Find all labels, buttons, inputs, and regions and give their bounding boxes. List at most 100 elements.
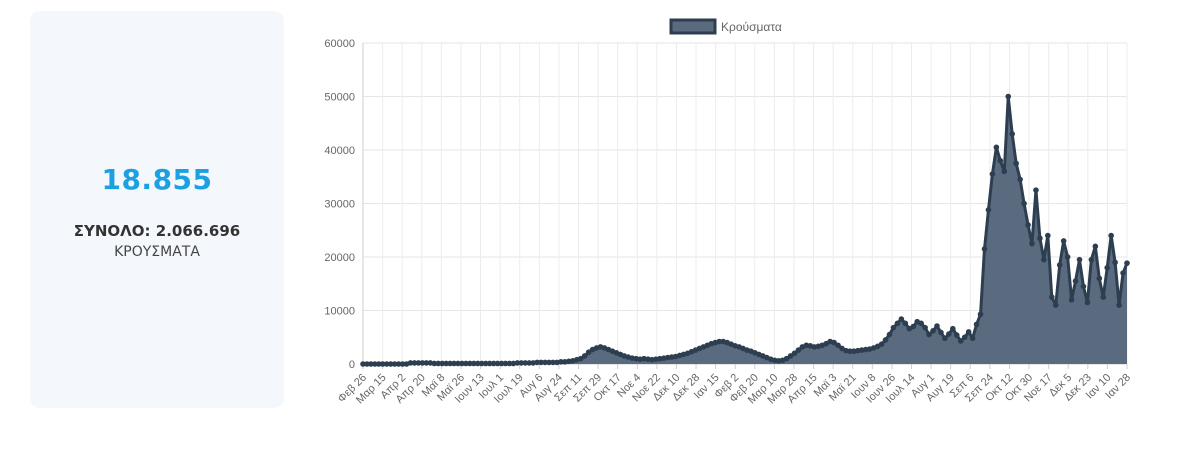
data-point bbox=[368, 361, 374, 367]
data-point bbox=[407, 360, 414, 366]
data-point bbox=[985, 207, 992, 213]
data-point bbox=[886, 331, 893, 338]
data-point bbox=[435, 360, 442, 367]
data-point bbox=[950, 325, 956, 332]
data-point bbox=[1005, 93, 1012, 100]
data-point bbox=[942, 335, 948, 342]
data-point bbox=[835, 342, 841, 349]
y-tick-label: 40000 bbox=[324, 145, 355, 157]
data-point bbox=[1033, 187, 1039, 193]
data-point bbox=[1120, 270, 1126, 276]
data-point bbox=[993, 144, 1000, 151]
data-point bbox=[455, 360, 461, 367]
data-point bbox=[1064, 254, 1071, 260]
data-point bbox=[502, 360, 509, 367]
data-point bbox=[1001, 168, 1008, 175]
data-point bbox=[1092, 243, 1099, 250]
data-point bbox=[443, 360, 449, 367]
data-point bbox=[1108, 232, 1114, 239]
data-point bbox=[490, 360, 497, 367]
data-point bbox=[1112, 259, 1118, 266]
data-point bbox=[387, 361, 394, 367]
data-point bbox=[1029, 240, 1035, 247]
data-point bbox=[379, 361, 386, 367]
data-point bbox=[558, 359, 564, 365]
data-point bbox=[973, 321, 980, 328]
data-point bbox=[372, 361, 378, 367]
data-point bbox=[577, 355, 584, 362]
data-point bbox=[716, 338, 723, 345]
data-point bbox=[981, 246, 988, 252]
new-cases-number: 18.855 bbox=[101, 163, 213, 196]
data-point bbox=[463, 360, 469, 367]
data-point bbox=[922, 324, 928, 331]
data-point bbox=[518, 360, 525, 366]
data-point bbox=[514, 360, 521, 366]
data-point bbox=[581, 353, 588, 359]
data-point bbox=[1017, 176, 1023, 183]
data-point bbox=[383, 361, 390, 367]
data-point bbox=[399, 361, 406, 367]
data-point bbox=[474, 360, 481, 367]
data-point bbox=[918, 320, 924, 327]
cases-label: ΚΡΟΥΣΜΑΤΑ bbox=[114, 244, 200, 260]
data-point bbox=[478, 360, 485, 367]
data-point bbox=[415, 360, 422, 366]
data-point bbox=[1041, 256, 1047, 263]
data-point bbox=[431, 360, 438, 367]
data-point bbox=[451, 360, 457, 367]
y-tick-label: 50000 bbox=[324, 92, 355, 104]
data-point bbox=[1048, 294, 1055, 300]
data-point bbox=[783, 355, 790, 362]
data-point bbox=[831, 339, 837, 346]
data-point bbox=[391, 361, 398, 367]
data-point bbox=[376, 361, 382, 367]
data-point bbox=[1009, 131, 1016, 137]
data-point bbox=[1072, 278, 1079, 284]
data-point bbox=[946, 331, 952, 337]
y-tick-label: 30000 bbox=[324, 199, 355, 211]
data-point bbox=[1088, 256, 1095, 263]
data-point bbox=[360, 361, 366, 367]
data-point bbox=[550, 359, 556, 366]
data-point bbox=[1060, 238, 1067, 244]
data-point bbox=[1124, 260, 1130, 266]
data-point bbox=[482, 360, 489, 367]
data-point bbox=[934, 323, 940, 329]
data-point bbox=[1056, 262, 1063, 268]
data-point bbox=[1076, 256, 1083, 263]
data-point bbox=[459, 360, 465, 367]
data-point bbox=[1068, 297, 1075, 303]
data-point bbox=[506, 360, 513, 367]
data-point bbox=[938, 329, 944, 336]
data-point bbox=[467, 360, 473, 367]
data-point bbox=[364, 361, 370, 367]
data-point bbox=[522, 360, 529, 366]
data-point bbox=[534, 359, 540, 366]
data-point bbox=[498, 360, 505, 367]
total-cases-line: ΣΥΝΟΛΟ: 2.066.696 bbox=[73, 222, 241, 240]
data-point bbox=[1080, 283, 1087, 290]
y-tick-label: 10000 bbox=[324, 306, 355, 318]
legend-label: Κρούσματα bbox=[721, 20, 782, 34]
data-point bbox=[902, 320, 909, 327]
legend-swatch bbox=[669, 18, 717, 35]
data-point bbox=[878, 341, 885, 348]
data-point bbox=[969, 335, 976, 342]
y-tick-label: 20000 bbox=[324, 252, 355, 264]
data-point bbox=[930, 328, 936, 334]
data-point bbox=[910, 323, 917, 330]
data-point bbox=[1100, 294, 1107, 300]
data-point bbox=[977, 311, 984, 318]
data-point bbox=[1096, 275, 1103, 282]
data-point bbox=[546, 359, 552, 366]
data-point bbox=[1025, 222, 1031, 228]
data-point bbox=[585, 349, 592, 356]
data-point bbox=[526, 360, 533, 366]
data-point bbox=[411, 360, 418, 366]
data-point bbox=[957, 338, 964, 344]
data-point bbox=[890, 324, 897, 331]
data-point bbox=[965, 329, 972, 335]
data-point bbox=[1052, 302, 1059, 308]
